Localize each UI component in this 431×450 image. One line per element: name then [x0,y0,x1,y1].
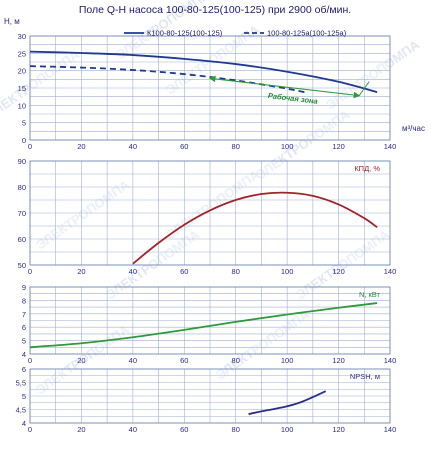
x-tick-label: 140 [384,425,397,434]
y-tick-label: 90 [18,157,26,166]
legend-entry: К100-80-125(100-125) [147,29,223,38]
y-tick-label: 7 [22,310,26,319]
panel-power: 4 5 6 7 8 9 0 20 40 60 80 100 120 140 N, кВт [22,283,396,365]
series-line-npsh-0 [248,390,327,415]
x-tick-label: 0 [28,425,32,434]
x-tick-label: 120 [332,356,345,365]
panel-qh: 0 5 10 15 20 25 30 0 20 40 60 80 100 120 140 H, м м³/час… [4,17,425,151]
x-tick-label: 80 [232,425,240,434]
y-axis-label: N, кВт [359,290,381,299]
plot-frame [29,368,391,424]
y-axis-label: NPSH, м [350,372,380,381]
x-tick-label: 80 [232,142,240,151]
legend: К100-80-125(100-125) 100-80-125а(100-125а… [124,29,347,38]
x-tick-label: 40 [129,267,137,276]
series-line-power-0 [29,302,378,349]
y-tick-label: 8 [22,296,26,305]
work-zone-arrow [208,75,361,99]
series-line-efficiency-0 [132,191,378,265]
x-tick-label: 20 [77,425,85,434]
y-tick-label: 60 [18,235,26,244]
x-tick-label: 100 [281,356,294,365]
chart-title: Поле Q-H насоса 100-80-125(100-125) при … [79,4,351,16]
y-tick-label: 9 [22,283,26,292]
y-axis-label: КПД, % [354,164,380,173]
x-tick-label: 60 [180,142,188,151]
y-tick-label: 4,5 [16,406,26,415]
y-tick-label: 5 [22,337,26,346]
y-tick-label: 6 [22,323,26,332]
y-tick-label: 0 [22,136,26,145]
y-tick-label: 4 [22,419,26,428]
y-tick-label: 20 [18,67,26,76]
plot-frame [29,286,391,355]
x-tick-label: 100 [281,425,294,434]
y-tick-label: 30 [18,32,26,41]
y-tick-label: 5 [22,119,26,128]
x-tick-label: 20 [77,142,85,151]
y-tick-label: 5 [22,392,26,401]
y-tick-label: 25 [18,49,26,58]
plot-frame [29,35,391,141]
x-tick-label: 20 [77,267,85,276]
series-line-qh-1 [29,65,308,94]
panel-efficiency: 50 60 70 80 90 0 20 40 60 80 100 120 140 КПД, % [18,157,397,276]
y-tick-label: 6 [22,365,26,374]
x-tick-label: 60 [180,356,188,365]
y-tick-label: 15 [18,84,26,93]
y-tick-label: 5,5 [16,379,26,388]
x-tick-label: 40 [129,142,137,151]
x-tick-label: 0 [28,142,32,151]
x-tick-label: 60 [180,267,188,276]
y-tick-label: 4 [22,350,26,359]
x-axis-label: м³/час [402,124,425,133]
x-tick-label: 140 [384,142,397,151]
y-tick-label: 80 [18,183,26,192]
x-tick-label: 120 [332,425,345,434]
y-axis-label: H, м [4,17,20,26]
work-zone-leader [358,81,370,96]
x-tick-label: 120 [332,267,345,276]
x-tick-label: 0 [28,267,32,276]
x-tick-label: 100 [281,267,294,276]
x-tick-label: 0 [28,356,32,365]
y-tick-label: 70 [18,209,26,218]
y-tick-label: 10 [18,101,26,110]
plot-frame [29,160,391,266]
legend-entry: 100-80-125а(100-125а) [267,29,347,38]
x-tick-label: 20 [77,356,85,365]
x-tick-label: 40 [129,425,137,434]
x-tick-label: 120 [332,142,345,151]
x-tick-label: 80 [232,267,240,276]
x-tick-label: 80 [232,356,240,365]
x-tick-label: 40 [129,356,137,365]
x-tick-label: 140 [384,267,397,276]
x-tick-label: 100 [281,142,294,151]
x-tick-label: 60 [180,425,188,434]
x-tick-label: 140 [384,356,397,365]
y-tick-label: 50 [18,261,26,270]
